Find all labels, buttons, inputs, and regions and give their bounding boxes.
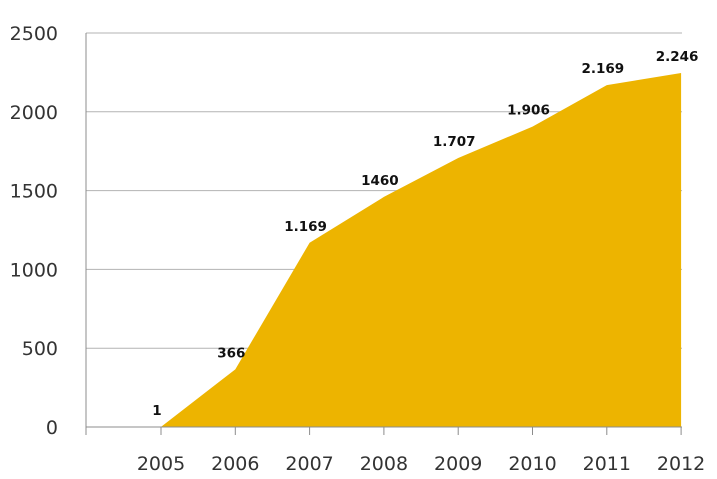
y-tick-label-0: 0 <box>46 417 58 439</box>
area-layer <box>161 73 682 428</box>
series-area <box>161 73 682 428</box>
y-tick-label-1000: 1000 <box>10 259 58 281</box>
data-label-2007: 1.169 <box>284 219 327 235</box>
x-tick-label-2011: 2011 <box>583 453 631 475</box>
y-tick-label-2000: 2000 <box>10 102 58 124</box>
x-tick-label-2005: 2005 <box>137 453 185 475</box>
data-label-2009: 1.707 <box>433 134 476 150</box>
data-label-2006: 366 <box>217 345 245 361</box>
x-tick-label-2010: 2010 <box>508 453 556 475</box>
axis-layer <box>85 33 682 435</box>
x-tick-label-2006: 2006 <box>211 453 259 475</box>
data-label-2008: 1460 <box>361 173 399 189</box>
y-tick-label-500: 500 <box>22 338 58 360</box>
data-label-2010: 1.906 <box>507 103 550 119</box>
x-tick-label-2007: 2007 <box>285 453 333 475</box>
y-tick-label-2500: 2500 <box>10 23 58 45</box>
data-label-2012: 2.246 <box>656 49 699 65</box>
x-tick-label-2012: 2012 <box>657 453 705 475</box>
data-label-2005: 1 <box>152 403 161 419</box>
y-tick-label-1500: 1500 <box>10 181 58 203</box>
x-tick-label-2008: 2008 <box>360 453 408 475</box>
data-label-2011: 2.169 <box>581 61 624 77</box>
label-layer: 0 500 1000 1500 2000 2500 2005 2006 2007 2008 2009… <box>10 23 706 475</box>
x-tick-label-2009: 2009 <box>434 453 482 475</box>
